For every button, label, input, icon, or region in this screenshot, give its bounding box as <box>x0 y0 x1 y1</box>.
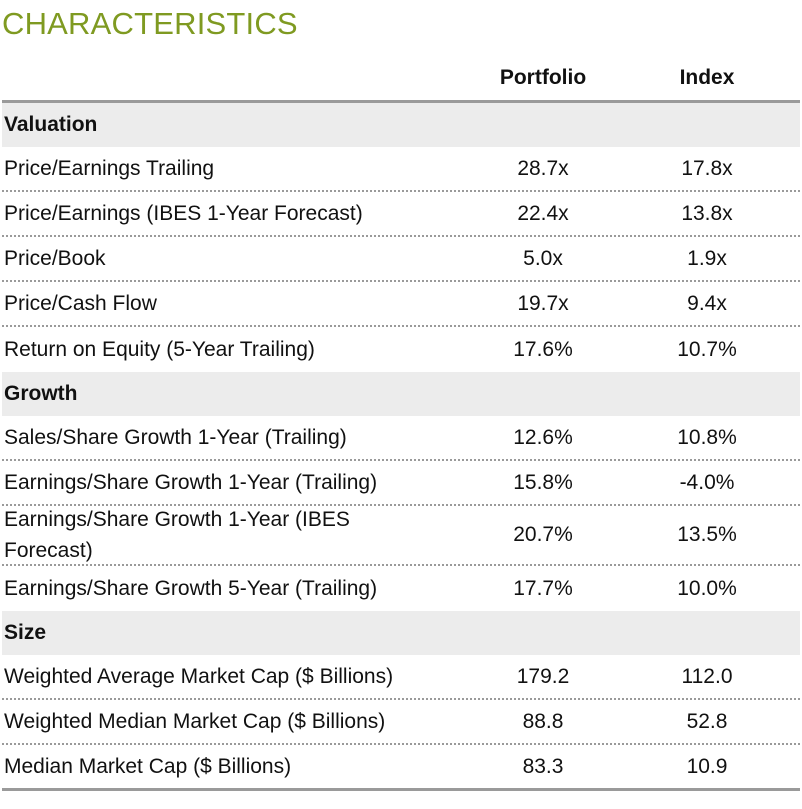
table-row: Price/Earnings Trailing 28.7x 17.8x <box>2 147 800 192</box>
table-row: Weighted Median Market Cap ($ Billions) … <box>2 700 800 745</box>
index-value: 52.8 <box>686 709 728 733</box>
portfolio-value: 19.7x <box>517 291 569 315</box>
portfolio-value: 83.3 <box>522 754 564 778</box>
row-label: Sales/Share Growth 1-Year (Trailing) <box>4 426 347 449</box>
row-label: Earnings/Share Growth 5-Year (Trailing) <box>4 577 378 600</box>
table-row: Price/Cash Flow 19.7x 9.4x <box>2 282 800 327</box>
row-label: Price/Book <box>4 247 106 270</box>
row-label: Price/Cash Flow <box>4 292 157 315</box>
characteristics-table: Portfolio Index Valuation Price/Earnings… <box>2 56 800 791</box>
table-row: Earnings/Share Growth 5-Year (Trailing) … <box>2 566 800 611</box>
portfolio-value: 15.8% <box>513 470 573 494</box>
table-row: Return on Equity (5-Year Trailing) 17.6%… <box>2 327 800 372</box>
page-title: CHARACTERISTICS <box>2 6 298 41</box>
index-value: 10.9 <box>686 754 728 778</box>
column-header-portfolio: Portfolio <box>499 66 587 89</box>
index-value: -4.0% <box>679 470 735 494</box>
row-label: Earnings/Share Growth 1-Year (IBES Forec… <box>4 508 350 562</box>
index-value: 10.7% <box>677 337 737 361</box>
index-value: 10.0% <box>677 576 737 600</box>
index-value: 9.4x <box>687 291 727 315</box>
index-value: 10.8% <box>677 425 737 449</box>
table-row: Earnings/Share Growth 1-Year (Trailing) … <box>2 461 800 506</box>
table-row: Median Market Cap ($ Billions) 83.3 10.9 <box>2 745 800 791</box>
table-header: Portfolio Index <box>2 56 800 103</box>
index-value: 13.8x <box>681 201 733 225</box>
row-label: Return on Equity (5-Year Trailing) <box>4 338 315 361</box>
row-label: Weighted Average Market Cap ($ Billions) <box>4 665 394 688</box>
portfolio-value: 179.2 <box>516 664 570 688</box>
index-value: 112.0 <box>681 664 733 688</box>
section-header-valuation: Valuation <box>2 103 800 147</box>
table-row: Price/Earnings (IBES 1-Year Forecast) 22… <box>2 192 800 237</box>
section-header-size: Size <box>2 611 800 655</box>
portfolio-value: 22.4x <box>517 201 569 225</box>
row-label: Price/Earnings Trailing <box>4 157 215 180</box>
row-label: Earnings/Share Growth 1-Year (Trailing) <box>4 471 378 494</box>
portfolio-value: 17.7% <box>513 576 573 600</box>
portfolio-value: 17.6% <box>513 337 573 361</box>
portfolio-value: 12.6% <box>513 425 573 449</box>
index-value: 1.9x <box>687 246 727 270</box>
table-row: Sales/Share Growth 1-Year (Trailing) 12.… <box>2 416 800 461</box>
portfolio-value: 88.8 <box>522 709 564 733</box>
column-header-index: Index <box>679 66 735 89</box>
portfolio-value: 20.7% <box>513 523 573 546</box>
portfolio-value: 28.7x <box>517 156 569 180</box>
index-value: 17.8x <box>681 156 733 180</box>
table-row: Price/Book 5.0x 1.9x <box>2 237 800 282</box>
section-header-growth: Growth <box>2 372 800 416</box>
portfolio-value: 5.0x <box>523 246 563 270</box>
table-row: Weighted Average Market Cap ($ Billions)… <box>2 655 800 700</box>
row-label: Median Market Cap ($ Billions) <box>4 755 292 778</box>
row-label: Price/Earnings (IBES 1-Year Forecast) <box>4 202 363 225</box>
index-value: 13.5% <box>677 523 737 546</box>
row-label: Weighted Median Market Cap ($ Billions) <box>4 710 386 733</box>
table-row: Earnings/Share Growth 1-Year (IBES Forec… <box>2 506 800 566</box>
